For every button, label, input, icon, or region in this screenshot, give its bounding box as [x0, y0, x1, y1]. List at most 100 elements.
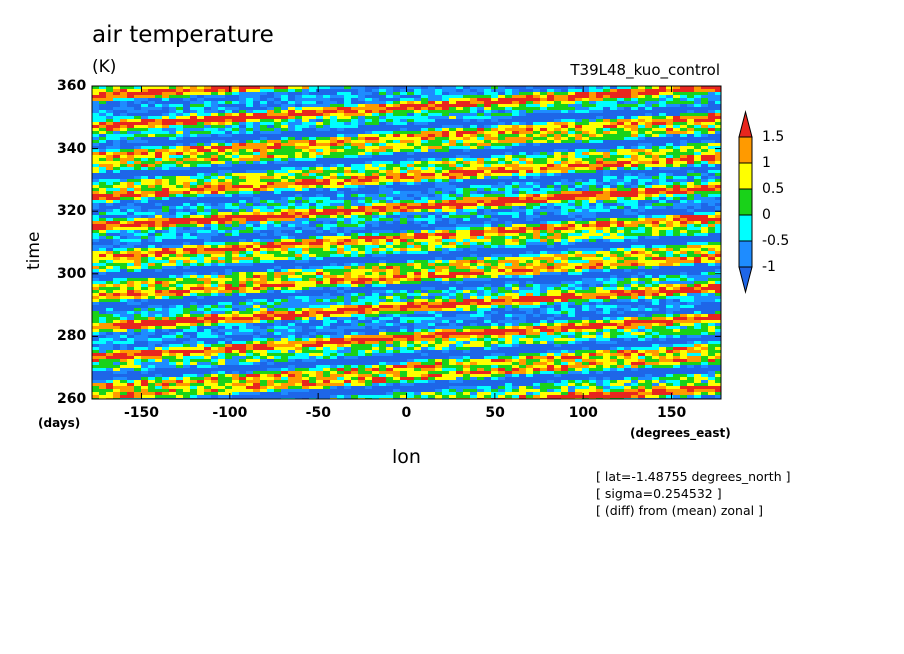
heatmap-cell [512, 221, 519, 224]
heatmap-cell [169, 104, 176, 107]
heatmap-cell [456, 188, 463, 191]
heatmap-cell [344, 143, 351, 146]
heatmap-cell [162, 182, 169, 185]
heatmap-cell [134, 203, 141, 206]
heatmap-cell [169, 146, 176, 149]
heatmap-cell [302, 248, 309, 251]
heatmap-cell [505, 203, 512, 206]
heatmap-cell [288, 182, 295, 185]
heatmap-cell [148, 218, 155, 221]
heatmap-cell [638, 197, 645, 200]
heatmap-cell [141, 224, 148, 227]
heatmap-cell [288, 173, 295, 176]
heatmap-cell [603, 245, 610, 248]
heatmap-cell [596, 122, 603, 125]
heatmap-cell [239, 164, 246, 167]
heatmap-cell [344, 122, 351, 125]
heatmap-cell [267, 137, 274, 140]
heatmap-cell [183, 239, 190, 242]
heatmap-cell [183, 188, 190, 191]
heatmap-cell [491, 146, 498, 149]
heatmap-cell [267, 224, 274, 227]
heatmap-cell [582, 89, 589, 92]
heatmap-cell [358, 167, 365, 170]
heatmap-cell [358, 113, 365, 116]
heatmap-cell [498, 152, 505, 155]
heatmap-cell [323, 146, 330, 149]
heatmap-cell [232, 224, 239, 227]
heatmap-cell [92, 236, 99, 239]
heatmap-cell [127, 134, 134, 137]
heatmap-cell [239, 176, 246, 179]
heatmap-cell [183, 125, 190, 128]
heatmap-cell [428, 218, 435, 221]
heatmap-cell [288, 248, 295, 251]
heatmap-cell [435, 119, 442, 122]
heatmap-cell [477, 98, 484, 101]
heatmap-cell [694, 101, 701, 104]
heatmap-cell [183, 164, 190, 167]
heatmap-cell [267, 173, 274, 176]
heatmap-cell [547, 200, 554, 203]
heatmap-cell [232, 92, 239, 95]
heatmap-cell [295, 197, 302, 200]
heatmap-cell [631, 158, 638, 161]
heatmap-cell [379, 230, 386, 233]
heatmap-cell [526, 209, 533, 212]
heatmap-cell [568, 113, 575, 116]
heatmap-cell [498, 104, 505, 107]
heatmap-cell [610, 242, 617, 245]
heatmap-cell [239, 194, 246, 197]
heatmap-cell [701, 140, 708, 143]
heatmap-cell [610, 95, 617, 98]
heatmap-cell [379, 233, 386, 236]
heatmap-cell [701, 242, 708, 245]
heatmap-cell [491, 95, 498, 98]
heatmap-cell [631, 146, 638, 149]
heatmap-cell [631, 176, 638, 179]
heatmap-cell [141, 131, 148, 134]
heatmap-cell [316, 224, 323, 227]
heatmap-cell [715, 215, 721, 218]
heatmap-cell [267, 125, 274, 128]
heatmap-cell [330, 242, 337, 245]
heatmap-cell [673, 209, 680, 212]
heatmap-cell [470, 152, 477, 155]
heatmap-cell [155, 164, 162, 167]
heatmap-cell [337, 200, 344, 203]
heatmap-cell [302, 230, 309, 233]
heatmap-cell [428, 161, 435, 164]
heatmap-cell [505, 116, 512, 119]
heatmap-cell [323, 155, 330, 158]
heatmap-cell [344, 203, 351, 206]
heatmap-cell [519, 191, 526, 194]
heatmap-cell [610, 143, 617, 146]
heatmap-cell [225, 122, 232, 125]
heatmap-cell [148, 107, 155, 110]
heatmap-cell [659, 194, 666, 197]
heatmap-cell [666, 110, 673, 113]
heatmap-cell [211, 119, 218, 122]
heatmap-cell [253, 230, 260, 233]
heatmap-cell [421, 137, 428, 140]
heatmap-cell [190, 104, 197, 107]
heatmap-cell [183, 101, 190, 104]
heatmap-cell [484, 179, 491, 182]
heatmap-cell [624, 164, 631, 167]
heatmap-cell [575, 125, 582, 128]
heatmap-cell [323, 221, 330, 224]
heatmap-cell [701, 209, 708, 212]
heatmap-cell [505, 179, 512, 182]
heatmap-cell [407, 95, 414, 98]
heatmap-cell [141, 146, 148, 149]
heatmap-cell [505, 125, 512, 128]
heatmap-cell [344, 149, 351, 152]
heatmap-cell [624, 185, 631, 188]
heatmap-cell [176, 137, 183, 140]
heatmap-cell [288, 131, 295, 134]
heatmap-cell [596, 119, 603, 122]
heatmap-cell [253, 155, 260, 158]
heatmap-cell [162, 86, 169, 89]
heatmap-cell [225, 188, 232, 191]
heatmap-cell [659, 182, 666, 185]
